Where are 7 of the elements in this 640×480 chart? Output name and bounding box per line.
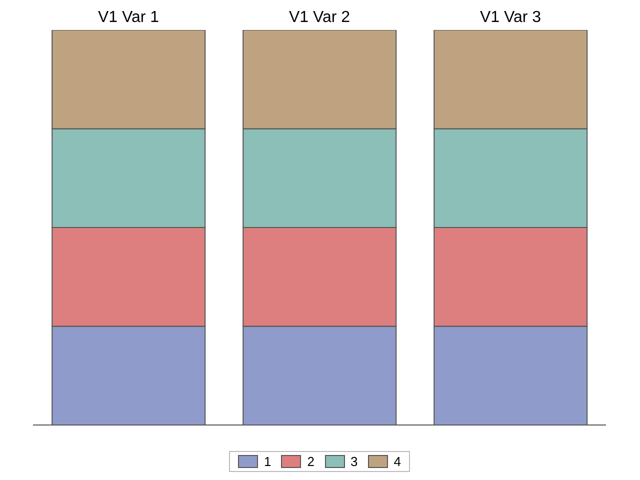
legend-label: 2	[307, 454, 314, 469]
x-tick-label: V1 Var 1	[98, 9, 160, 26]
legend-label: 4	[394, 454, 401, 469]
x-tick-label: V1 Var 3	[480, 9, 542, 26]
x-tick-label: V1 Var 2	[288, 9, 350, 26]
legend-label: 3	[350, 454, 358, 469]
legend-label: 1	[264, 454, 272, 469]
